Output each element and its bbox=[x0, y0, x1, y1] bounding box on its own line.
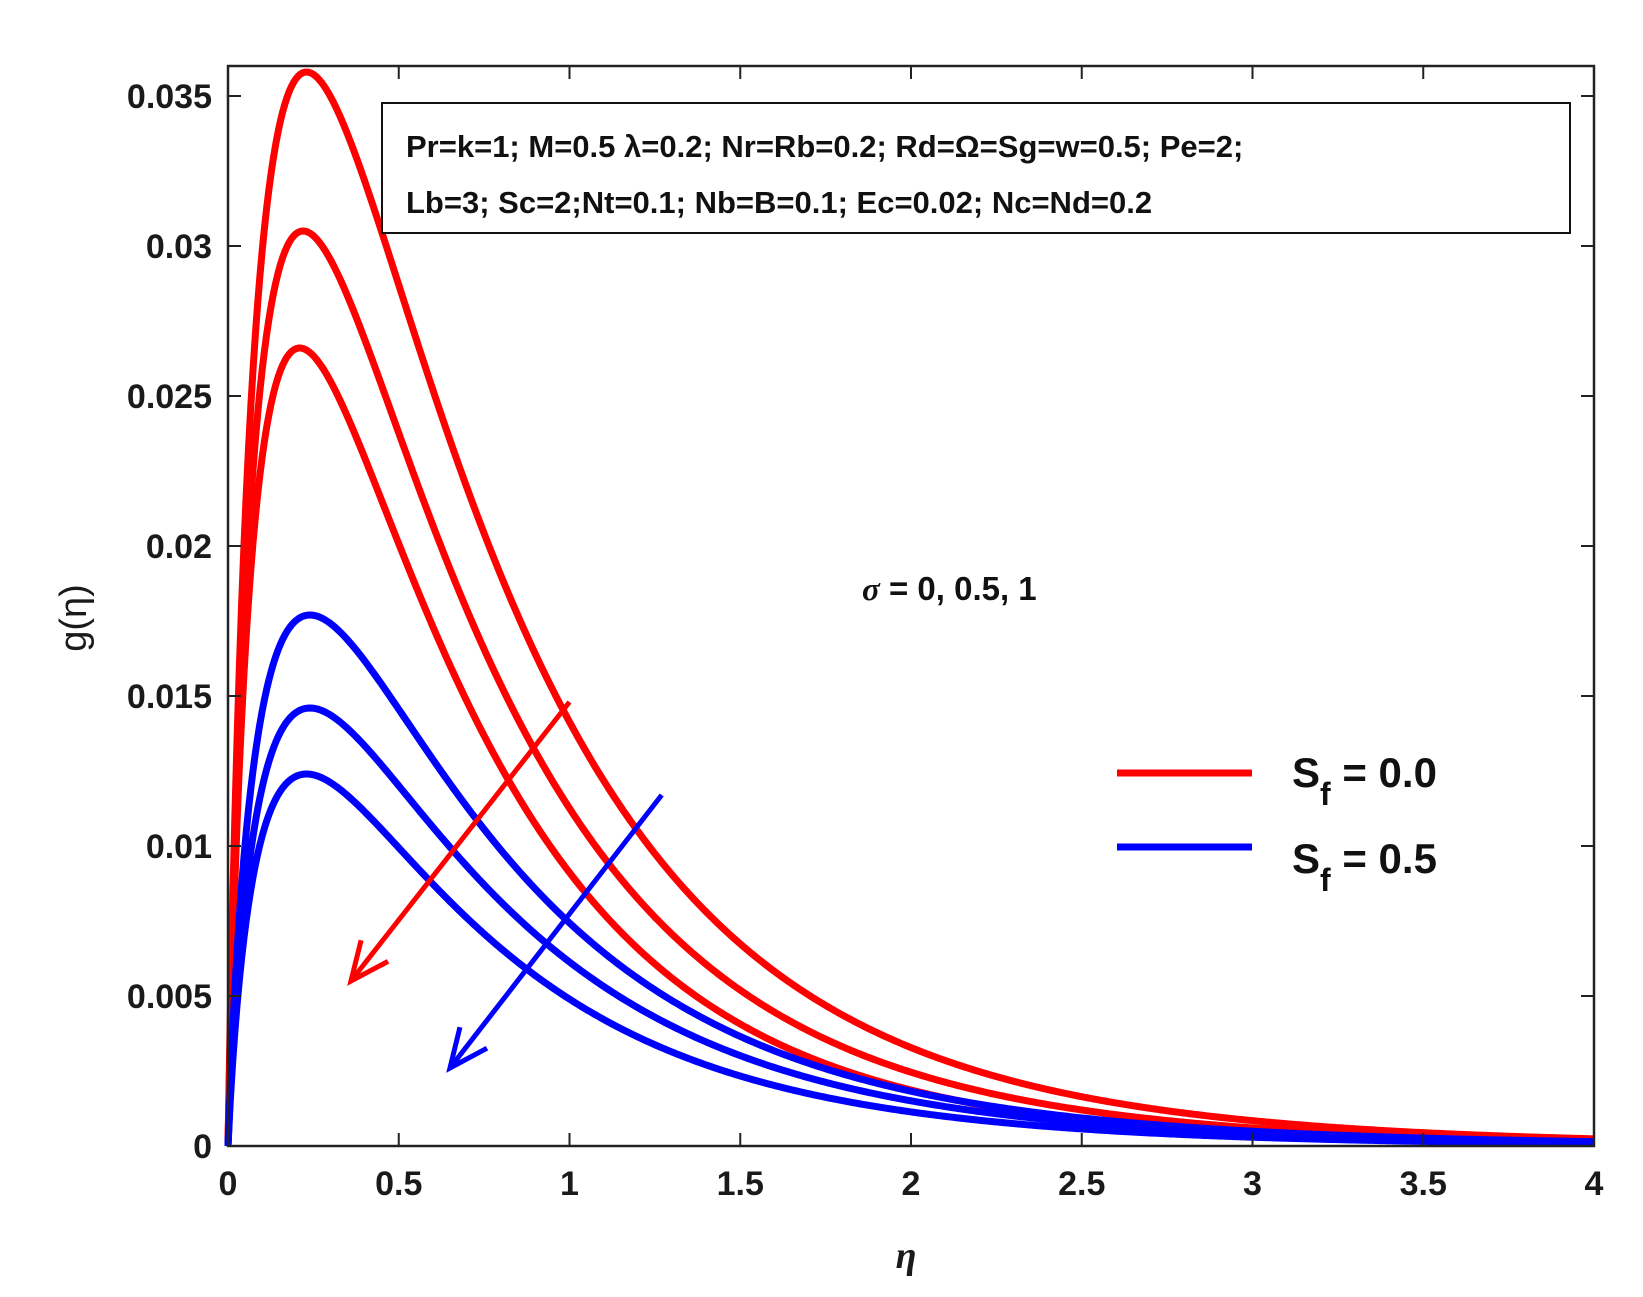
legend-label-sf0-sub: f bbox=[1320, 776, 1331, 812]
y-axis-label-text: g(η) bbox=[53, 584, 95, 652]
series-line-1 bbox=[224, 227, 1596, 1147]
x-tick-label: 0.5 bbox=[375, 1165, 422, 1203]
y-tick-label: 0.01 bbox=[146, 828, 212, 866]
y-tick-label: 0.025 bbox=[127, 378, 212, 416]
series-lines bbox=[224, 68, 1596, 1148]
x-tick-label: 1 bbox=[560, 1165, 579, 1203]
legend-label-sf05-sub: f bbox=[1320, 862, 1331, 898]
sigma-values: = 0, 0.5, 1 bbox=[880, 570, 1037, 607]
series-line-5 bbox=[224, 770, 1596, 1148]
y-tick-label: 0.035 bbox=[127, 78, 212, 116]
sigma-symbol: σ bbox=[862, 572, 881, 608]
trend-arrows bbox=[347, 700, 664, 1073]
y-tick-label: 0.03 bbox=[146, 228, 212, 266]
series-line-2 bbox=[224, 344, 1596, 1147]
legend-label-sf05: Sf = 0.5 bbox=[1292, 835, 1437, 898]
x-tick-label: 0 bbox=[219, 1165, 238, 1203]
y-tick-label: 0.02 bbox=[146, 528, 212, 566]
parameters-box bbox=[381, 102, 1571, 234]
legend-label-sf05-value: = 0.5 bbox=[1331, 835, 1437, 882]
legend-label-sf0-main: S bbox=[1292, 749, 1320, 796]
x-tick-label: 2 bbox=[902, 1165, 921, 1203]
y-tick-label: 0.015 bbox=[127, 678, 212, 716]
blue-trend-arrow bbox=[447, 793, 664, 1070]
parameters-line-2: Lb=3; Sc=2;Nt=0.1; Nb=B=0.1; Ec=0.02; Nc… bbox=[406, 185, 1152, 220]
parameters-line-1: Pr=k=1; M=0.5 λ=0.2; Nr=Rb=0.2; Rd=Ω=Sg=… bbox=[406, 129, 1243, 164]
x-axis-label: η bbox=[896, 1235, 917, 1277]
blue-trend-arrow-head bbox=[446, 1026, 489, 1073]
x-tick-label: 4 bbox=[1585, 1165, 1604, 1203]
x-tick-label: 3 bbox=[1243, 1165, 1262, 1203]
legend-label-sf0-value: = 0.0 bbox=[1331, 749, 1437, 796]
red-trend-arrow bbox=[348, 700, 572, 983]
y-tick-label: 0 bbox=[193, 1128, 212, 1166]
legend-label-sf05-main: S bbox=[1292, 835, 1320, 882]
sigma-annotation: σ = 0, 0.5, 1 bbox=[862, 570, 1037, 608]
series-line-0 bbox=[224, 68, 1596, 1147]
y-tick-label: 0.005 bbox=[127, 978, 212, 1016]
x-tick-label: 1.5 bbox=[717, 1165, 764, 1203]
x-tick-label: 3.5 bbox=[1400, 1165, 1447, 1203]
legend-label-sf0: Sf = 0.0 bbox=[1292, 749, 1437, 812]
ticks: 0 0.5 1 1.5 2 2.5 3 3.5 4 0 0.005 0.01 0.015 0.02 0.02… bbox=[127, 66, 1604, 1203]
y-axis-label: g(η) bbox=[53, 584, 95, 652]
red-trend-arrow-head bbox=[347, 939, 390, 986]
x-tick-label: 2.5 bbox=[1058, 1165, 1105, 1203]
legend: Sf = 0.0 Sf = 0.5 bbox=[1117, 749, 1437, 898]
